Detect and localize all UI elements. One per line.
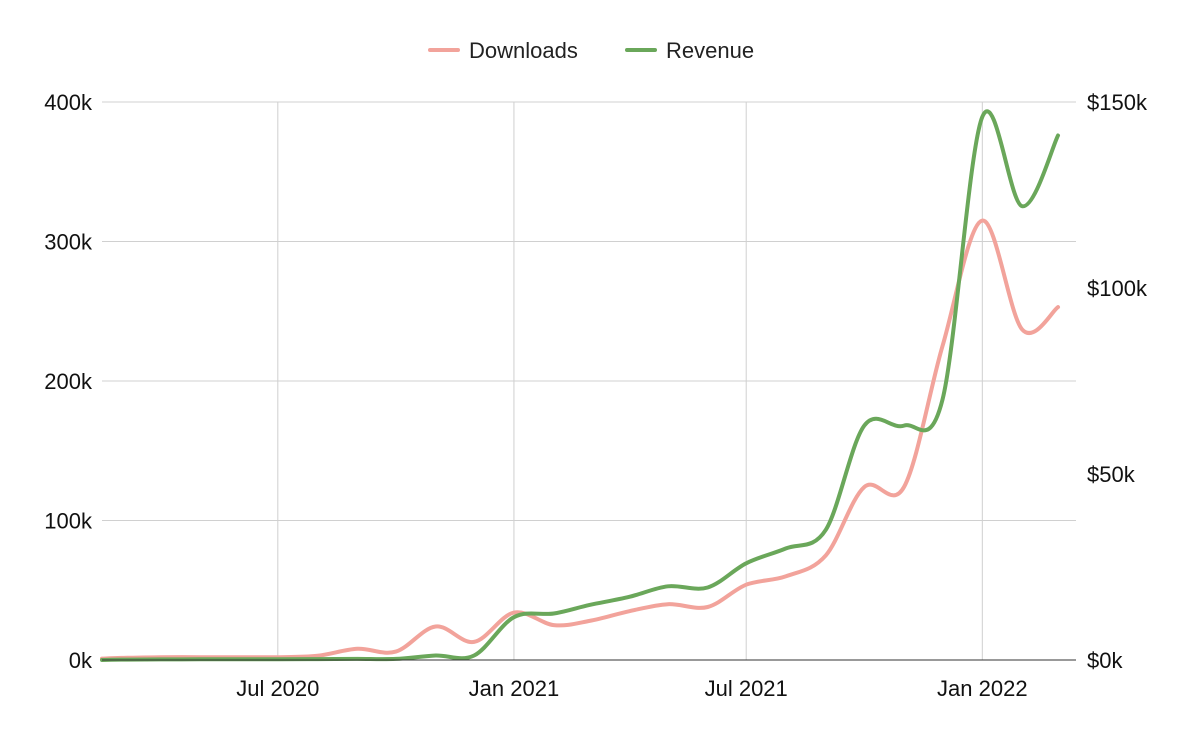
y-left-tick-label: 0k <box>69 648 93 673</box>
legend-item-downloads[interactable]: Downloads <box>428 38 578 63</box>
x-tick-label: Jul 2020 <box>236 676 319 701</box>
legend[interactable]: Downloads Revenue <box>428 38 754 63</box>
y-left-tick-label: 400k <box>44 90 93 115</box>
y-left-tick-label: 300k <box>44 230 93 255</box>
legend-label: Revenue <box>666 38 754 63</box>
x-tick-label: Jan 2021 <box>469 676 560 701</box>
series-layer <box>100 109 1060 662</box>
x-tick-label: Jan 2022 <box>937 676 1028 701</box>
legend-label: Downloads <box>469 38 578 63</box>
x-tick-label: Jul 2021 <box>705 676 788 701</box>
y-right-tick-label: $50k <box>1087 462 1136 487</box>
y-gridlines <box>102 101 1076 521</box>
series-line-revenue[interactable] <box>100 109 1060 662</box>
series-line-downloads[interactable] <box>100 218 1060 661</box>
bottom-axis: Jul 2020 Jan 2021 Jul 2021 Jan 2022 <box>102 659 1076 701</box>
y-right-tick-label: $100k <box>1087 276 1148 301</box>
right-axis: $0k $50k $100k $150k <box>1087 90 1148 673</box>
y-left-tick-label: 100k <box>44 509 93 534</box>
y-right-tick-label: $0k <box>1087 648 1123 673</box>
left-axis: 0k 100k 200k 300k 400k <box>44 90 93 673</box>
y-right-tick-label: $150k <box>1087 90 1148 115</box>
y-left-tick-label: 200k <box>44 369 93 394</box>
legend-item-revenue[interactable]: Revenue <box>625 38 754 63</box>
